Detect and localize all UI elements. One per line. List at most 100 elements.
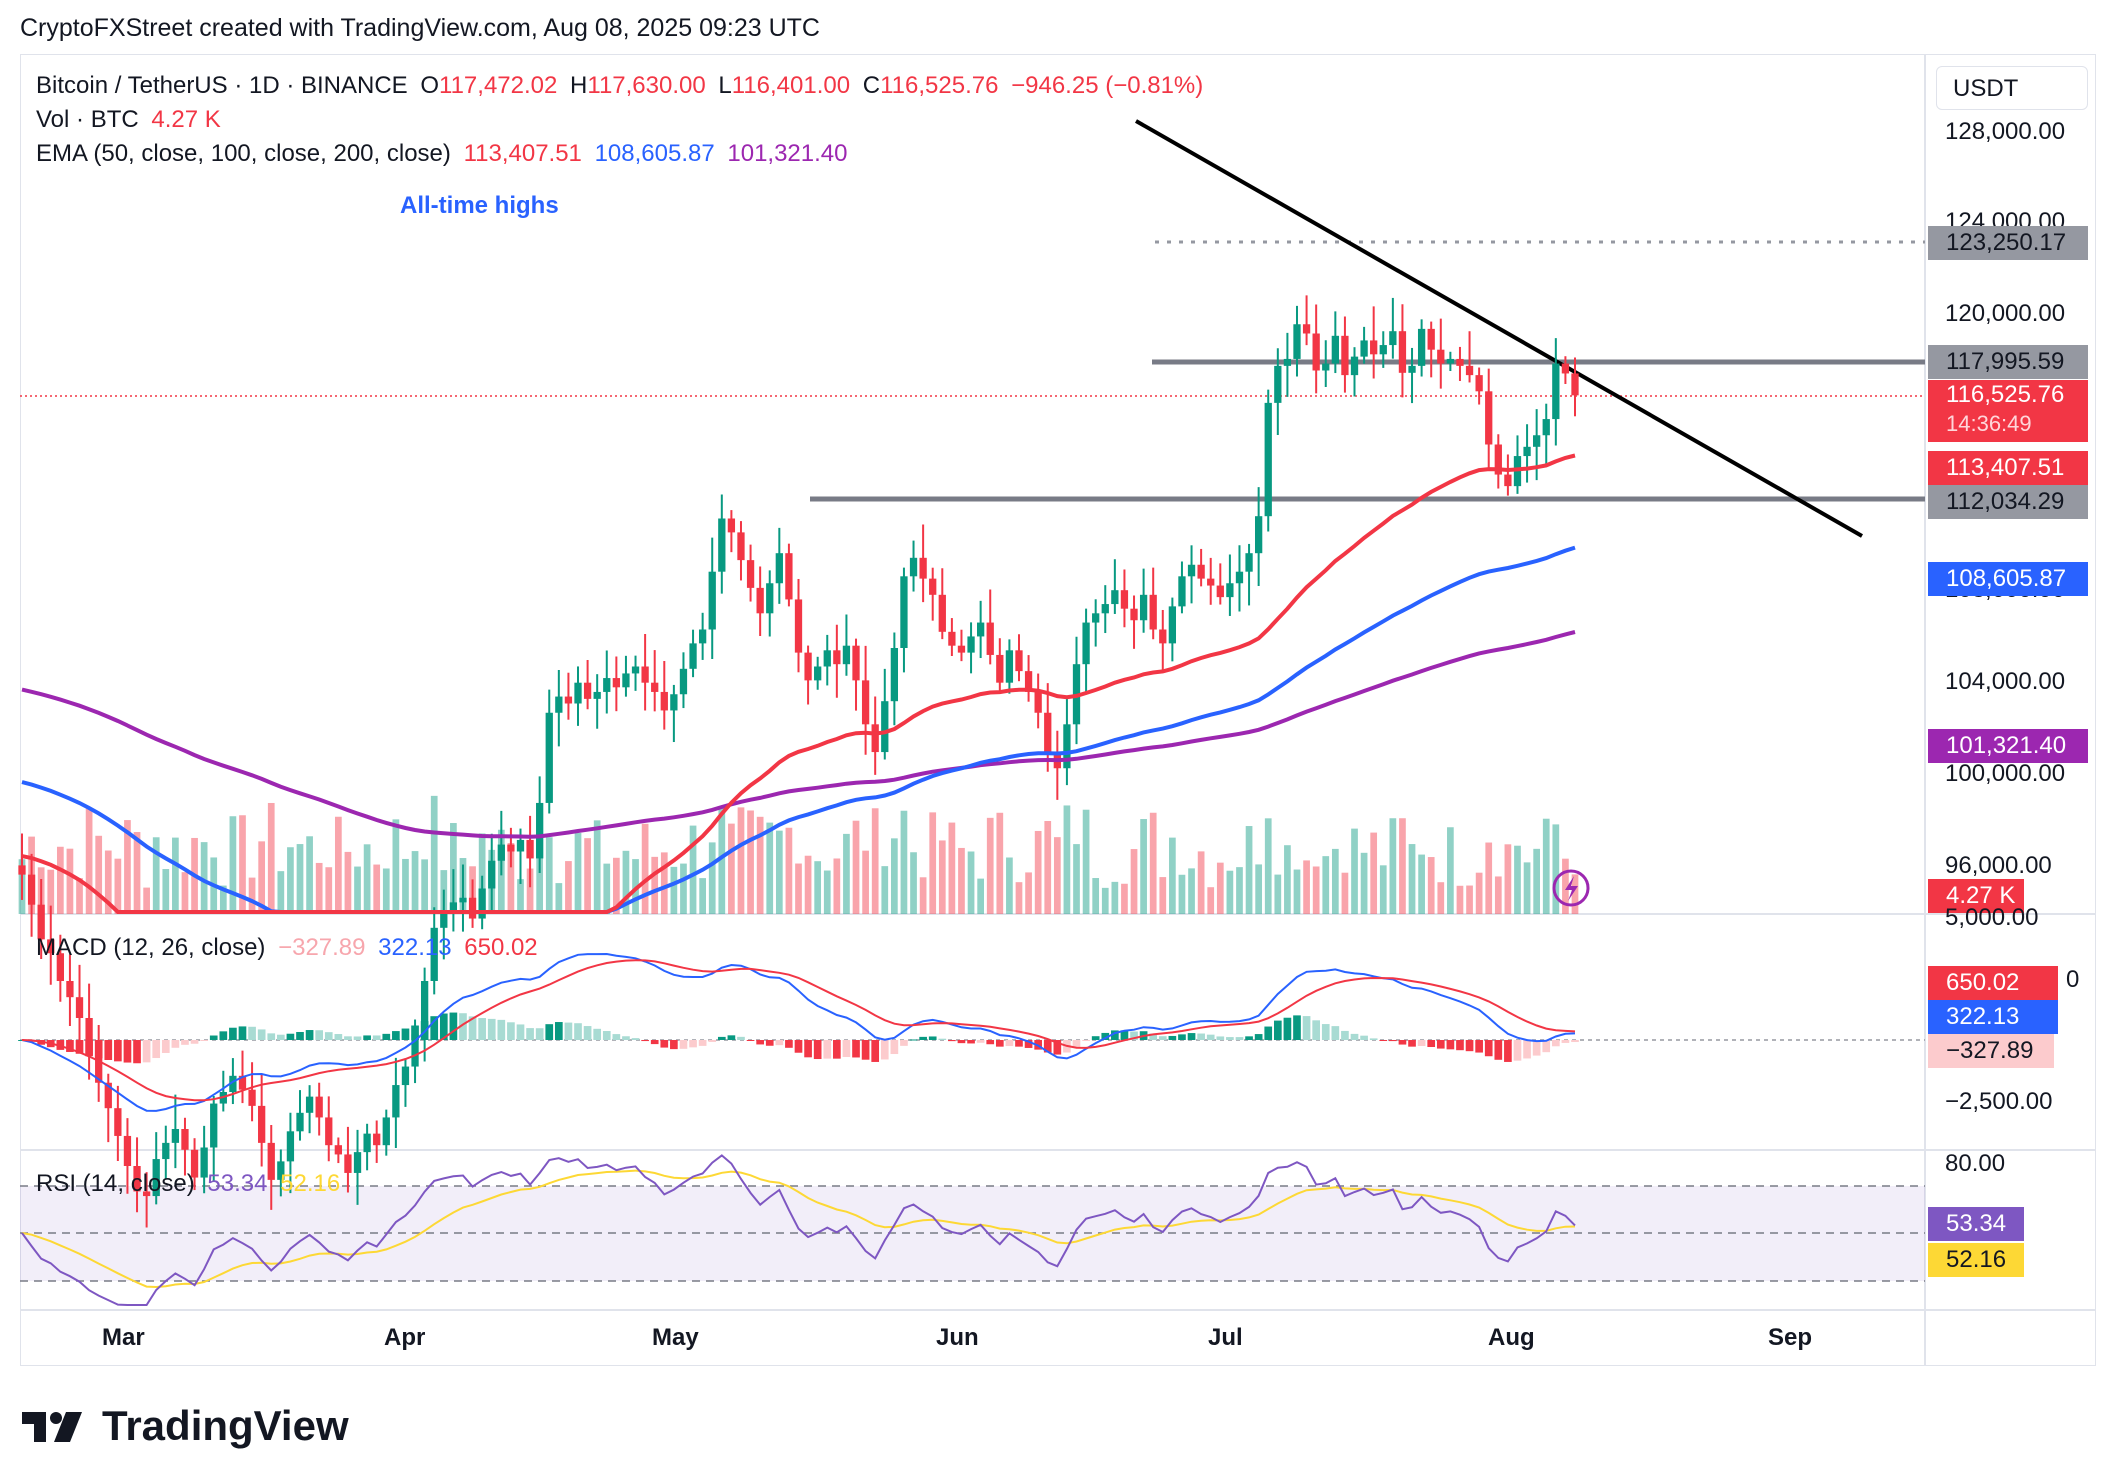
candle-body — [986, 622, 994, 655]
macd-hist-bar — [114, 1040, 122, 1062]
macd-hist-bar — [1312, 1020, 1321, 1040]
candle-body — [1082, 622, 1090, 665]
volume-bar — [1274, 874, 1282, 914]
candle-body — [459, 897, 467, 903]
volume-bar — [85, 808, 93, 914]
candle-body — [85, 1018, 93, 1055]
volume-bar — [258, 841, 266, 914]
macd-hist-bar — [1082, 1040, 1090, 1041]
volume-label[interactable]: Vol · BTC — [36, 106, 139, 133]
macd-hist-bar — [85, 1040, 93, 1057]
volume-bar — [938, 840, 946, 914]
volume-bar — [862, 850, 869, 914]
symbol-name[interactable]: Bitcoin / TetherUS · 1D · BINANCE — [36, 72, 408, 99]
volume-bar — [1322, 856, 1330, 914]
macd-hist-bar — [1427, 1040, 1436, 1048]
volume-bar — [1293, 869, 1301, 914]
candle-body — [1092, 613, 1100, 623]
alert-bolt-icon[interactable] — [1552, 869, 1590, 907]
volume-bar — [200, 842, 208, 914]
volume-bar — [450, 823, 457, 914]
candle-body — [842, 645, 851, 665]
volume-bar — [1284, 845, 1291, 914]
volume-bar — [143, 887, 150, 914]
macd-hist-bar — [1226, 1037, 1234, 1040]
macd-hist-bar — [765, 1040, 774, 1046]
macd-hist-bar — [1264, 1026, 1273, 1040]
volume-bar — [929, 812, 937, 914]
candle-body — [1398, 331, 1407, 373]
macd-hist-bar — [794, 1040, 803, 1053]
macd-hist-bar — [785, 1040, 793, 1048]
attribution: CryptoFXStreet created with TradingView.… — [20, 14, 820, 42]
candle-body — [1360, 340, 1368, 357]
currency-selector[interactable]: USDT — [1936, 66, 2088, 110]
macd-hist-bar — [401, 1028, 410, 1040]
volume-bar — [622, 850, 630, 914]
price-axis-label: 128,000.00 — [1945, 118, 2066, 145]
volume-bar — [76, 878, 83, 914]
candle-body — [737, 532, 745, 561]
tradingview-logo[interactable]: TradingView — [20, 1402, 349, 1450]
volume-bar — [852, 820, 860, 914]
macd-hist-bar — [363, 1035, 371, 1040]
candle-body — [1005, 650, 1014, 683]
close-value: 116,525.76 — [880, 72, 999, 99]
candle-body — [430, 927, 438, 981]
volume-bar — [1034, 830, 1042, 914]
candle-body — [190, 1149, 199, 1178]
volume-bar — [287, 847, 294, 914]
candle-body — [1312, 333, 1320, 371]
open-label: O — [420, 72, 440, 99]
macd-hist-bar — [612, 1034, 621, 1040]
candle-body — [881, 701, 889, 753]
candle-body — [1504, 474, 1512, 487]
macd-hist-bar — [583, 1026, 592, 1040]
candle-body — [900, 576, 908, 648]
candle-body — [1274, 365, 1282, 403]
volume-bar — [670, 866, 678, 914]
macd-hist-bar — [1053, 1040, 1062, 1055]
support-price-tag: 112,034.29 — [1928, 485, 2088, 519]
candle-body — [660, 691, 668, 711]
macd-hist-bar — [698, 1040, 707, 1046]
macd-hist-bar — [957, 1040, 966, 1044]
candle-body — [305, 1096, 314, 1113]
macd-hist-bar — [238, 1026, 247, 1040]
candle-body — [344, 1154, 352, 1173]
macd-axis-label: −2,500.00 — [1945, 1088, 2053, 1115]
macd-label[interactable]: MACD (12, 26, close) — [36, 934, 266, 961]
volume-bar — [1216, 862, 1224, 914]
candle-body — [631, 666, 640, 674]
volume-bar — [114, 858, 122, 914]
volume-bar — [881, 866, 889, 914]
candle-body — [555, 696, 563, 713]
candle-body — [1331, 335, 1339, 364]
volume-bar — [1236, 867, 1243, 914]
rsi-label[interactable]: RSI (14, close) — [36, 1170, 195, 1197]
macd-hist-bar — [248, 1026, 256, 1040]
volume-bar — [1312, 866, 1320, 914]
resistance-price-tag: 117,995.59 — [1928, 345, 2088, 379]
macd-hist-bar — [152, 1040, 161, 1059]
candle-body — [1216, 585, 1224, 598]
candle-body — [1437, 349, 1445, 364]
volume-bar — [382, 868, 390, 914]
volume-price-tag: 4.27 K — [1928, 879, 2024, 913]
macd-hist-bar — [372, 1035, 381, 1040]
macd-hist-bar — [880, 1040, 889, 1060]
macd-hist-bar — [660, 1040, 669, 1048]
macd-hist-bar — [1561, 1040, 1570, 1043]
macd-hist-bar — [622, 1036, 630, 1040]
macd-hist-bar — [1504, 1040, 1512, 1062]
volume-bar — [545, 837, 553, 914]
macd-hist-bar — [1551, 1040, 1560, 1047]
volume-bar — [181, 872, 189, 914]
macd-hist-bar — [1321, 1024, 1330, 1040]
volume-bar — [574, 832, 582, 914]
candle-body — [967, 636, 975, 653]
candle-body — [1494, 444, 1502, 475]
volume-bar — [124, 820, 131, 914]
ema-label[interactable]: EMA (50, close, 100, close, 200, close) — [36, 140, 451, 167]
